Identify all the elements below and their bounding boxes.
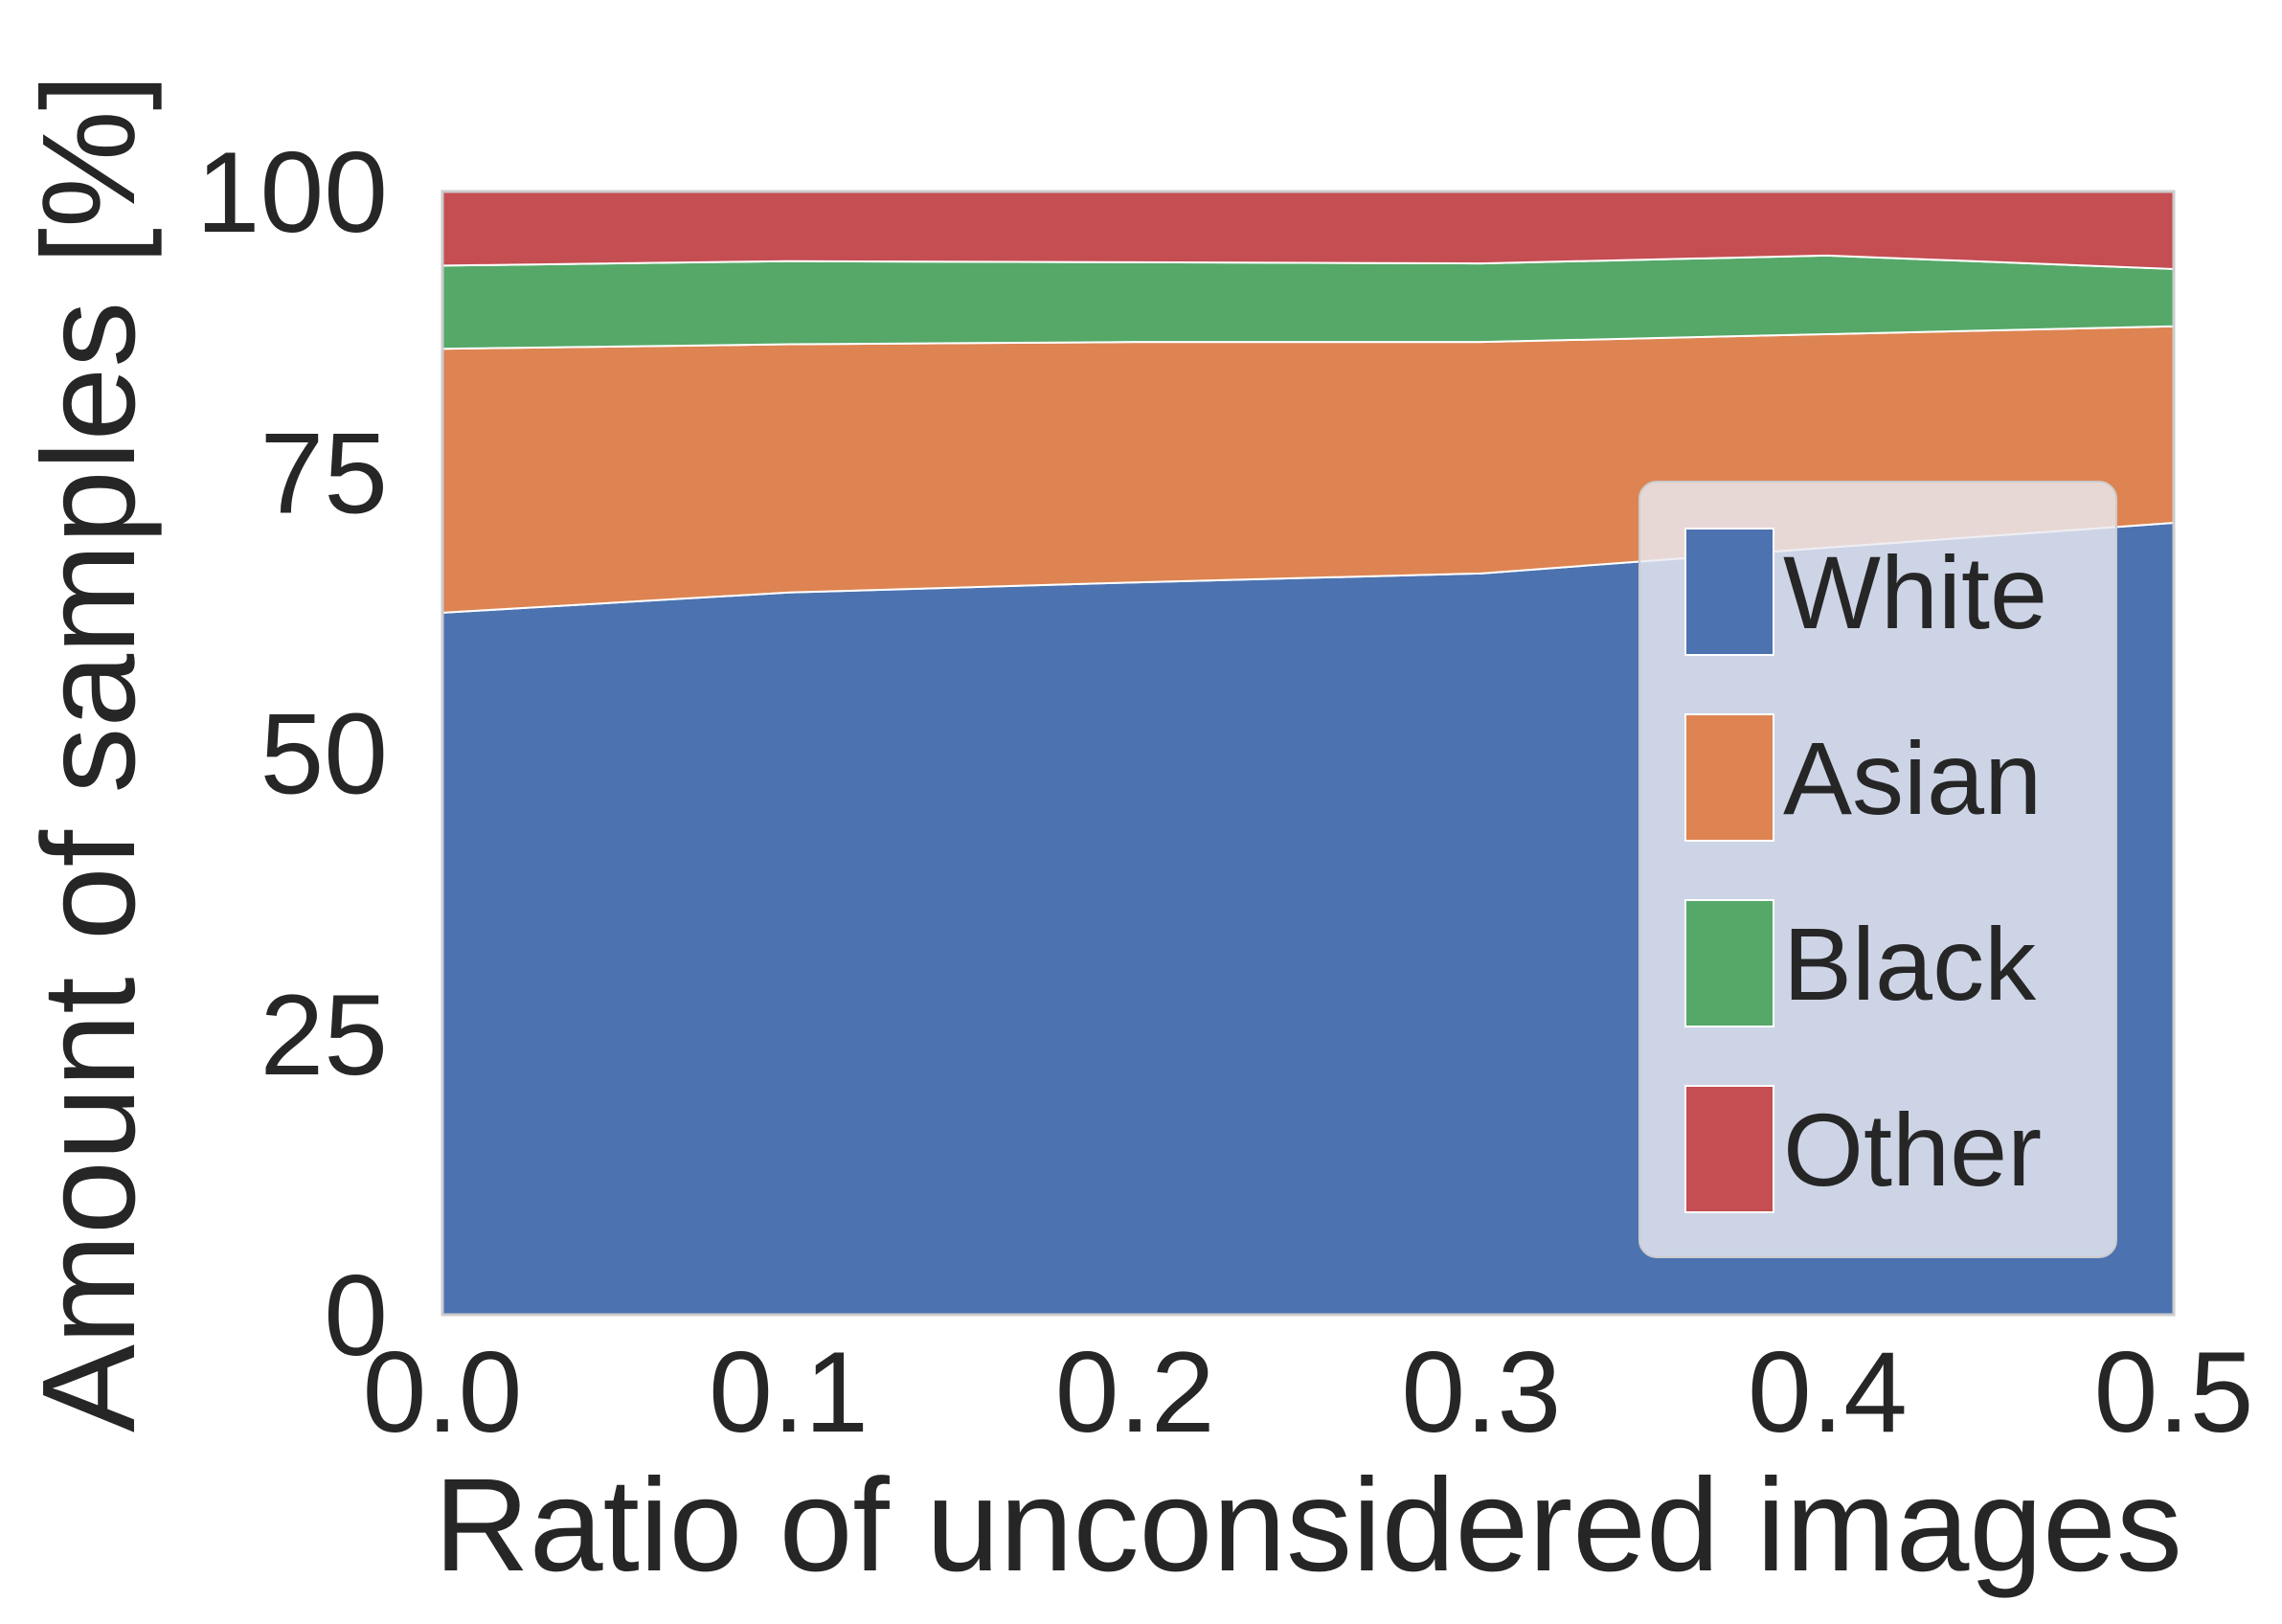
y-tick-label: 75 [260,409,388,537]
area-other [441,191,2175,270]
legend-swatch-other [1684,1085,1774,1213]
plot-frame [441,190,2176,1317]
x-tick-label: 0.1 [709,1328,869,1456]
x-tick-label: 0.4 [1748,1328,1908,1456]
legend-box [1638,481,2117,1258]
x-axis-label: Ratio of unconsidered images [434,1452,2182,1599]
x-tick-labels: 0.0 0.1 0.2 0.3 0.4 0.5 [363,1328,2254,1456]
legend-swatch-asian [1684,713,1774,842]
x-tick-label: 0.3 [1401,1328,1561,1456]
y-tick-label: 100 [196,128,388,257]
y-tick-label: 25 [260,971,388,1099]
legend-label-white: White [1783,534,2047,650]
legend: White Asian Black Other [1638,481,2117,1258]
y-tick-labels: 0 25 50 75 100 [196,128,388,1380]
legend-label-asian: Asian [1783,720,2042,836]
legend-swatch-black [1684,899,1774,1027]
legend-label-other: Other [1783,1092,2042,1207]
x-tick-label: 0.2 [1055,1328,1215,1456]
y-axis-label: Amount of samples [%] [15,74,163,1432]
y-tick-label: 50 [260,690,388,819]
x-tick-label: 0.5 [2094,1328,2254,1456]
y-tick-label: 0 [324,1252,388,1380]
legend-label-black: Black [1783,906,2037,1022]
legend-swatch-white [1684,528,1774,656]
x-tick-label: 0.0 [363,1328,523,1456]
